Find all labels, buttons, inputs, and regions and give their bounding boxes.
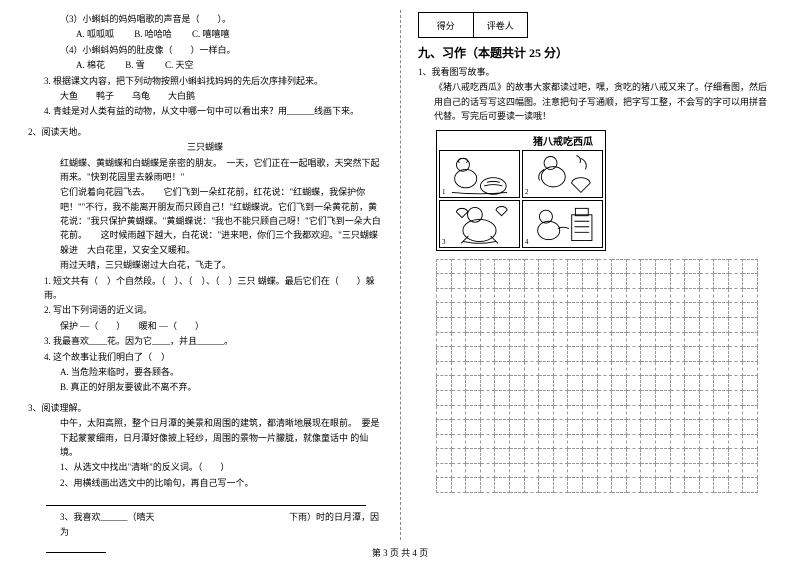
p2-q4b: B. 真正的好朋友要彼此不离不弃。 xyxy=(28,380,382,394)
blank-line-1[interactable] xyxy=(46,492,366,506)
animals: 大鱼 鸭子 乌龟 大白鹅 xyxy=(28,89,382,103)
p2-l1: 红蝴蝶、黄蝴蝶和白蝴蝶是亲密的朋友。 一天，它们正在一起唱歌，天突然下起雨来。"… xyxy=(28,156,382,185)
q4c: C. 天空 xyxy=(165,60,194,70)
q-frog: 4. 青蛙是对人类有益的动物，从文中哪一句中可以看出来？用______线画下来。 xyxy=(28,104,382,118)
p2-q1: 1. 短文共有（ ）个自然段。（ ）、（ ）、（ ）三只 蝴蝶。最后它们在（ ）… xyxy=(28,274,382,303)
p2-near: 保护 —（ ） 暖和 —（ ） xyxy=(28,319,382,333)
comic-grid: 1 2 3 4 xyxy=(439,150,603,248)
panel-num-1: 1 xyxy=(442,188,446,196)
p3-q3: 3、我喜欢______（晴天 下雨）时的日月潭，因为 xyxy=(28,510,382,539)
p2-title: 2、阅读天地。 xyxy=(28,125,382,139)
p3-l1: 中午，太阳高照，整个日月潭的美景和周围的建筑，都清晰地展现在眼前。 要是下起蒙蒙… xyxy=(28,416,382,459)
comic-panel-2: 2 xyxy=(522,150,603,198)
section-9-title: 九、习作（本题共计 25 分） xyxy=(418,44,772,61)
page-footer: 第 3 页 共 4 页 xyxy=(0,546,800,559)
q-order: 3. 根据课文内容，把下列动物按照小蝌蚪找妈妈的先后次序排列起来。 xyxy=(28,74,382,88)
p2-q4a: A. 当危险来临时，要各顾各。 xyxy=(28,365,382,379)
comic-panel-4: 4 xyxy=(522,200,603,248)
comic-panel-1: 1 xyxy=(439,150,520,198)
p2-l3: 雨过天晴，三只蝴蝶谢过大白花，飞走了。 xyxy=(28,258,382,272)
intro2: 《猪八戒吃西瓜》的故事大家都读过吧，嘿，贪吃的猪八戒又来了。仔细看图，然后用自己… xyxy=(418,80,772,123)
right-column: 得分 评卷人 九、习作（本题共计 25 分） 1、我看图写故事。 《猪八戒吃西瓜… xyxy=(400,0,800,565)
p3-q3a: 3、我喜欢______（晴天 xyxy=(60,512,155,522)
q4a: A. 棉花 xyxy=(76,60,105,70)
comic-panel-3: 3 xyxy=(439,200,520,248)
comic-title: 猪八戒吃西瓜 xyxy=(439,133,603,148)
p3-title: 3、阅读理解。 xyxy=(28,401,382,415)
p3-q1: 1、从选文中找出"清晰"的反义词。（ ） xyxy=(28,460,382,474)
grader-label: 评卷人 xyxy=(474,13,528,37)
p3-q2: 2、用横线画出选文中的比喻句，再自己写一个。 xyxy=(28,476,382,490)
q4b: B. 雪 xyxy=(125,60,145,70)
q3-text: （3）小蝌蚪的妈妈唱歌的声音是（ ）。 xyxy=(28,12,382,26)
panel-num-3: 3 xyxy=(442,238,446,246)
q3a: A. 呱呱呱 xyxy=(76,29,114,39)
p2-story-title: 三只蝴蝶 xyxy=(28,140,382,154)
p2-q4: 4. 这个故事让我们明白了（ ） xyxy=(28,350,382,364)
p2-q2: 2. 写出下列词语的近义词。 xyxy=(28,303,382,317)
q3c: C. 嘻嘻嘻 xyxy=(192,29,230,39)
panel-num-2: 2 xyxy=(525,188,529,196)
q3b: B. 哈哈哈 xyxy=(134,29,172,39)
q4-text: （4）小蝌蚪妈妈的肚皮像（ ）一样白。 xyxy=(28,43,382,57)
writing-grid[interactable] xyxy=(436,259,772,494)
intro1: 1、我看图写故事。 xyxy=(418,65,772,79)
score-box: 得分 评卷人 xyxy=(418,12,528,38)
p2-l2: 它们说着向花园飞去。 它们飞到一朵红花前，红花说："红蝴蝶，我保护你吧！""不行… xyxy=(28,185,382,257)
panel-num-4: 4 xyxy=(525,238,529,246)
left-column: （3）小蝌蚪的妈妈唱歌的声音是（ ）。 A. 呱呱呱 B. 哈哈哈 C. 嘻嘻嘻… xyxy=(0,0,400,565)
comic-box: 猪八戒吃西瓜 1 2 3 4 xyxy=(436,130,606,251)
p2-q3: 3. 我最喜欢____花。因为它____，并且______。 xyxy=(28,334,382,348)
score-label: 得分 xyxy=(419,13,474,37)
q3-opts: A. 呱呱呱 B. 哈哈哈 C. 嘻嘻嘻 xyxy=(28,27,382,41)
q4-opts: A. 棉花 B. 雪 C. 天空 xyxy=(28,58,382,72)
